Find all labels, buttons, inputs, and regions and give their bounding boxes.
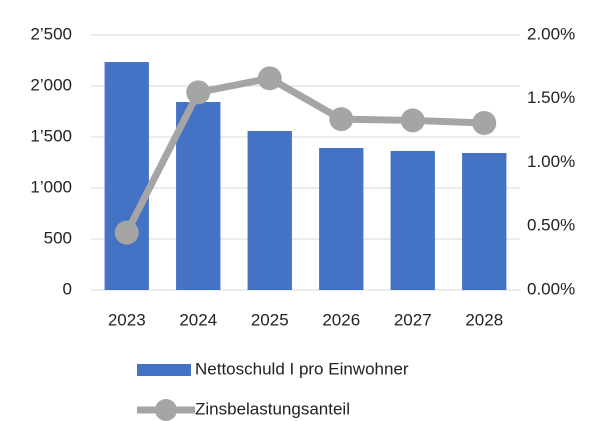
bar	[319, 148, 364, 290]
bar	[176, 102, 221, 290]
y-tick-label: 1’500	[30, 126, 72, 145]
bar	[462, 153, 507, 290]
y-tick-label: 2’000	[30, 75, 72, 94]
y2-tick-label: 2.00%	[527, 24, 575, 43]
legend-swatch	[137, 364, 191, 376]
y2-tick-label: 0.50%	[527, 216, 575, 235]
x-tick-label: 2025	[251, 310, 289, 329]
y2-tick-label: 1.00%	[527, 152, 575, 171]
bar	[104, 62, 149, 290]
y2-tick-label: 0.00%	[527, 279, 575, 298]
y2-tick-label: 1.50%	[527, 88, 575, 107]
x-tick-label: 2024	[179, 310, 217, 329]
x-tick-label: 2026	[322, 310, 360, 329]
bar	[247, 130, 292, 290]
legend-label: Zinsbelastungsanteil	[195, 399, 350, 418]
legend-swatch-marker	[155, 399, 177, 421]
legend-label: Nettoschuld I pro Einwohner	[195, 359, 409, 378]
x-tick-label: 2028	[465, 310, 503, 329]
line-marker	[257, 66, 282, 91]
x-tick-label: 2023	[108, 310, 146, 329]
line-marker	[114, 220, 139, 245]
y-tick-label: 500	[44, 228, 72, 247]
line-marker	[472, 110, 497, 135]
y-tick-label: 0	[63, 279, 72, 298]
line-marker	[329, 107, 354, 132]
y-tick-label: 2’500	[30, 24, 72, 43]
y-tick-label: 1’000	[30, 177, 72, 196]
line-marker	[400, 108, 425, 133]
x-tick-label: 2027	[394, 310, 432, 329]
line-marker	[186, 80, 211, 105]
bar	[390, 150, 435, 290]
